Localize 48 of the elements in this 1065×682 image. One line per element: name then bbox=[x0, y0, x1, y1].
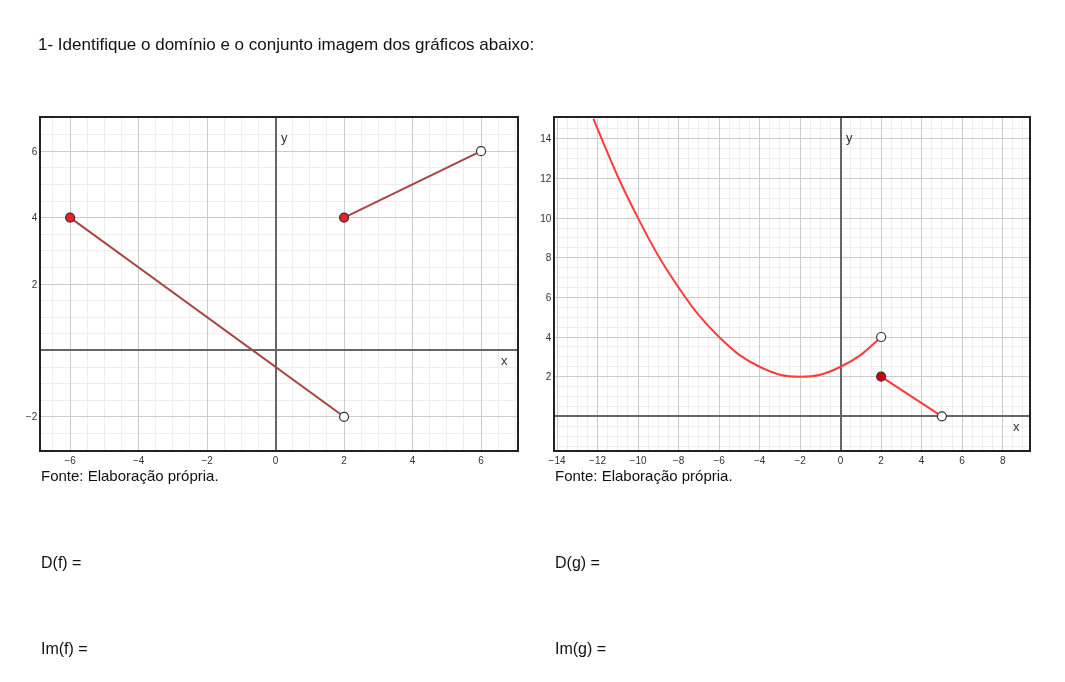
x-tick-label: 6 bbox=[959, 454, 966, 466]
x-tick-label: −12 bbox=[589, 454, 607, 466]
point bbox=[65, 212, 76, 223]
y-tick-label: 2 bbox=[545, 371, 552, 383]
source-note: Fonte: Elaboração própria. bbox=[41, 467, 219, 484]
x-tick-label: −6 bbox=[64, 454, 77, 466]
point bbox=[338, 411, 350, 422]
x-tick-label: 6 bbox=[478, 454, 485, 466]
y-tick-label: 4 bbox=[31, 212, 38, 224]
y-tick-label: 8 bbox=[545, 252, 552, 264]
x-tick-label: −4 bbox=[753, 454, 766, 466]
x-axis-title: x bbox=[501, 353, 508, 368]
text: D(f) = bbox=[41, 554, 82, 571]
y-axis-title: y bbox=[281, 130, 288, 145]
x-tick-label: 8 bbox=[999, 454, 1006, 466]
y-axis-title: y bbox=[846, 130, 853, 145]
y-tick-label: 6 bbox=[545, 291, 552, 303]
y-tick-label: 10 bbox=[540, 212, 552, 224]
y-tick-label: −2 bbox=[25, 411, 38, 423]
y-tick-label: 14 bbox=[540, 133, 552, 145]
y-tick-label: 6 bbox=[31, 145, 38, 157]
x-tick-label: 4 bbox=[409, 454, 416, 466]
point bbox=[876, 371, 887, 382]
x-tick-label: 0 bbox=[272, 454, 279, 466]
x-tick-label: 2 bbox=[878, 454, 885, 466]
text: D(g) = bbox=[555, 554, 600, 571]
x-tick-label: 2 bbox=[341, 454, 348, 466]
y-tick-label: 4 bbox=[545, 331, 552, 343]
chart-title: 1- Identifique o domínio e o conjunto imagem dos gráficos abaixo: bbox=[38, 35, 535, 54]
source-note: Fonte: Elaboração própria. bbox=[555, 467, 733, 484]
y-tick-label: 12 bbox=[540, 172, 552, 184]
x-tick-label: −2 bbox=[794, 454, 807, 466]
text: Im(f) = bbox=[41, 640, 88, 657]
x-tick-label: −4 bbox=[132, 454, 145, 466]
x-tick-label: 4 bbox=[918, 454, 925, 466]
point bbox=[338, 212, 350, 223]
point bbox=[936, 411, 947, 422]
point bbox=[475, 146, 487, 157]
x-tick-label: 0 bbox=[837, 454, 844, 466]
text: Im(g) = bbox=[555, 640, 607, 657]
x-tick-label: −14 bbox=[548, 454, 566, 466]
y-tick-label: 2 bbox=[31, 278, 38, 290]
x-axis-title: x bbox=[1013, 419, 1020, 434]
x-tick-label: −2 bbox=[201, 454, 214, 466]
x-tick-label: −8 bbox=[672, 454, 685, 466]
point bbox=[876, 331, 887, 343]
x-tick-label: −10 bbox=[629, 454, 647, 466]
x-tick-label: −6 bbox=[713, 454, 726, 466]
